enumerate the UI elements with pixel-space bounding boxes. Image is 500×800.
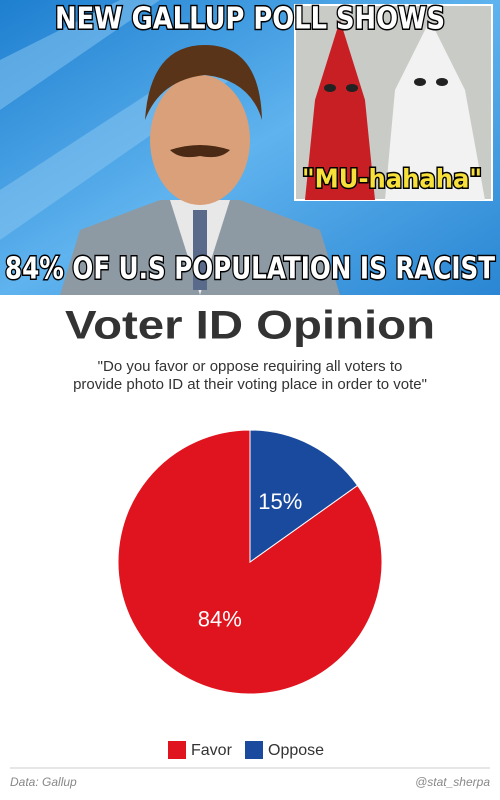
chart-subtitle: provide photo ID at their voting place i… xyxy=(73,376,427,393)
chart-subtitle: "Do you favor or oppose requiring all vo… xyxy=(98,358,403,375)
bottom-text: 84% OF U.S POPULATION IS RACIST xyxy=(5,252,495,287)
legend-label: Favor xyxy=(191,742,233,759)
legend-swatch xyxy=(245,741,263,759)
caption: "MU-hahaha" xyxy=(302,165,482,195)
credit: @stat_sherpa xyxy=(415,775,490,789)
chart-title: Voter ID Opinion xyxy=(65,304,435,348)
legend-label: Oppose xyxy=(268,742,324,759)
meme-image: NEW GALLUP POLL SHOWS "MU-hahaha" 84% OF… xyxy=(0,0,500,295)
source: Data: Gallup xyxy=(10,775,77,789)
top-text: NEW GALLUP POLL SHOWS xyxy=(55,2,445,37)
slice-label: 15% xyxy=(258,489,302,514)
pie-slice xyxy=(249,429,359,563)
slice-label: 84% xyxy=(198,606,242,631)
legend-swatch xyxy=(168,741,186,759)
